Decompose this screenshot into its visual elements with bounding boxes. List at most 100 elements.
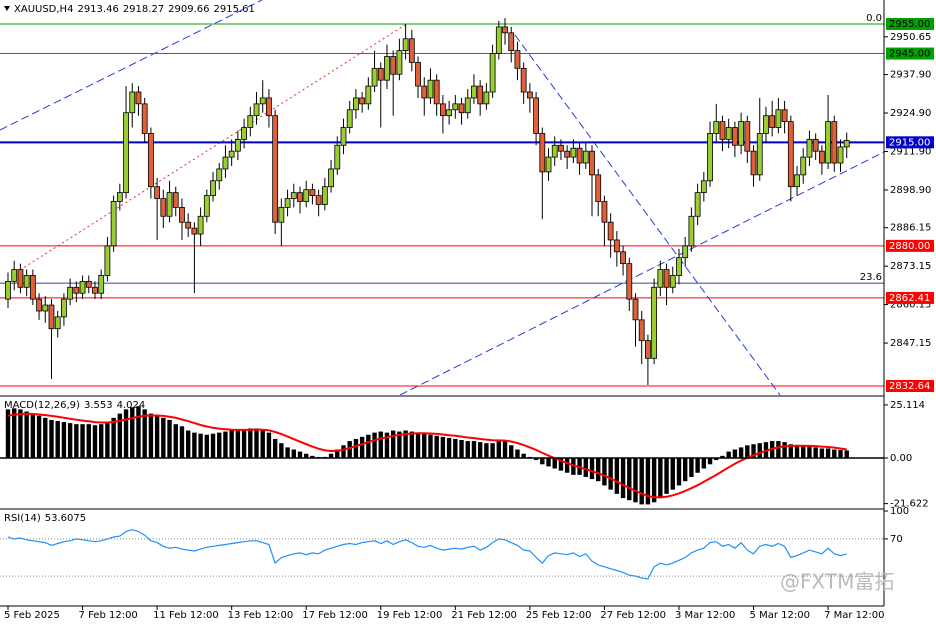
candle-body <box>446 109 453 117</box>
candle-body <box>707 133 713 182</box>
candle-body <box>613 239 620 253</box>
macd-bar <box>477 442 483 458</box>
macd-bar <box>260 430 265 458</box>
candle-body <box>626 263 633 300</box>
candle-body <box>818 150 825 164</box>
macd-bar <box>347 441 352 458</box>
macd-bar <box>608 457 613 490</box>
candle-body <box>48 304 55 330</box>
macd-bar <box>434 435 439 458</box>
candle-body <box>147 133 154 188</box>
macd-bar <box>86 424 91 458</box>
candle-body <box>794 174 800 188</box>
y-tick-label: 2898.90 <box>890 185 931 196</box>
y-tick-label: 70 <box>890 534 903 545</box>
candle-body <box>123 112 129 194</box>
candle-body <box>421 85 428 99</box>
rsi-value: 53.6075 <box>45 513 86 524</box>
macd-bar <box>533 457 539 461</box>
level-label-box <box>886 380 934 393</box>
candle-body <box>676 257 682 276</box>
candle-body <box>452 103 459 111</box>
x-tick-label: 11 Feb 12:00 <box>153 610 219 621</box>
macd-bar <box>204 434 210 458</box>
macd-bar <box>639 457 644 505</box>
candle-body <box>241 127 247 140</box>
level-label: 2832.64 <box>889 381 930 392</box>
candle-body <box>110 201 117 247</box>
candle-body <box>464 97 471 114</box>
candle-body <box>315 195 322 205</box>
macd-bar <box>111 417 116 458</box>
candle-body <box>23 275 30 288</box>
fib-label: 23.6 <box>860 272 882 283</box>
macd-bar <box>540 457 545 465</box>
trend-line <box>514 34 781 395</box>
macd-bar <box>366 434 371 458</box>
macd-bar <box>788 444 794 458</box>
macd-bar <box>515 449 520 458</box>
macd-bar <box>61 422 67 458</box>
indicator-name: MACD(12,26,9) <box>4 400 80 411</box>
candle-body <box>825 121 831 164</box>
macd-bar <box>819 448 825 458</box>
candle-body <box>713 121 720 134</box>
candle-body <box>371 67 378 87</box>
macd-bar <box>105 422 110 458</box>
macd-bar <box>80 424 85 458</box>
macd-bar <box>297 451 303 458</box>
macd-bar <box>490 443 495 458</box>
macd-bar <box>757 443 762 458</box>
candle-body <box>321 186 328 205</box>
x-tick-label: 19 Feb 12:00 <box>377 610 443 621</box>
candle-body <box>191 227 198 235</box>
macd-bar <box>695 457 700 473</box>
macd-bar <box>745 445 750 458</box>
candle-body <box>73 286 80 294</box>
macd-bar <box>55 421 60 458</box>
fib-label: 0.0 <box>866 13 882 24</box>
watermark: @FXTM富拓 <box>780 570 894 594</box>
macd-bar <box>341 445 346 458</box>
macd-bar <box>509 445 514 458</box>
macd-bar <box>633 457 638 503</box>
candle-body <box>135 91 142 105</box>
macd-bar <box>390 430 396 458</box>
candle-body <box>234 138 241 152</box>
candle-body <box>104 245 111 276</box>
candle-body <box>607 221 614 241</box>
macd-bar <box>782 442 787 458</box>
candle-body <box>154 186 161 199</box>
y-tick-label: 2847.15 <box>890 338 931 349</box>
macd-bar <box>596 457 601 482</box>
macd-bar <box>670 457 675 490</box>
macd-bar <box>738 447 744 458</box>
macd-bar <box>272 438 278 458</box>
candle-body <box>166 192 173 217</box>
macd-bar <box>117 413 123 458</box>
y-tick-label: 2886.15 <box>890 223 931 234</box>
macd-bar <box>726 451 731 458</box>
macd-bar <box>471 441 477 458</box>
macd-bar <box>564 457 570 473</box>
chart-title: XAUUSD,H4 2913.46 2918.27 2909.66 2915.61 <box>14 4 255 15</box>
macd-bar <box>664 457 669 494</box>
indicator-name: RSI(14) <box>4 513 41 524</box>
macd-bar <box>415 432 421 458</box>
candle-body <box>806 138 813 158</box>
candle-body <box>67 286 74 300</box>
candle-body <box>309 189 316 196</box>
candle-body <box>17 269 24 288</box>
macd-bar <box>291 449 296 458</box>
macd-title: MACD(12,26,9) 3.553 4.024 <box>4 400 145 411</box>
candle-body <box>651 286 658 359</box>
level-label-box <box>886 239 934 252</box>
candle-body <box>582 150 589 164</box>
candle-body <box>744 121 751 152</box>
macd-bar <box>92 425 98 458</box>
y-tick-label: 2924.90 <box>890 108 931 119</box>
candle-body <box>545 156 552 173</box>
macd-bar <box>409 431 415 458</box>
trend-line <box>0 0 263 131</box>
candle-body <box>458 103 465 114</box>
